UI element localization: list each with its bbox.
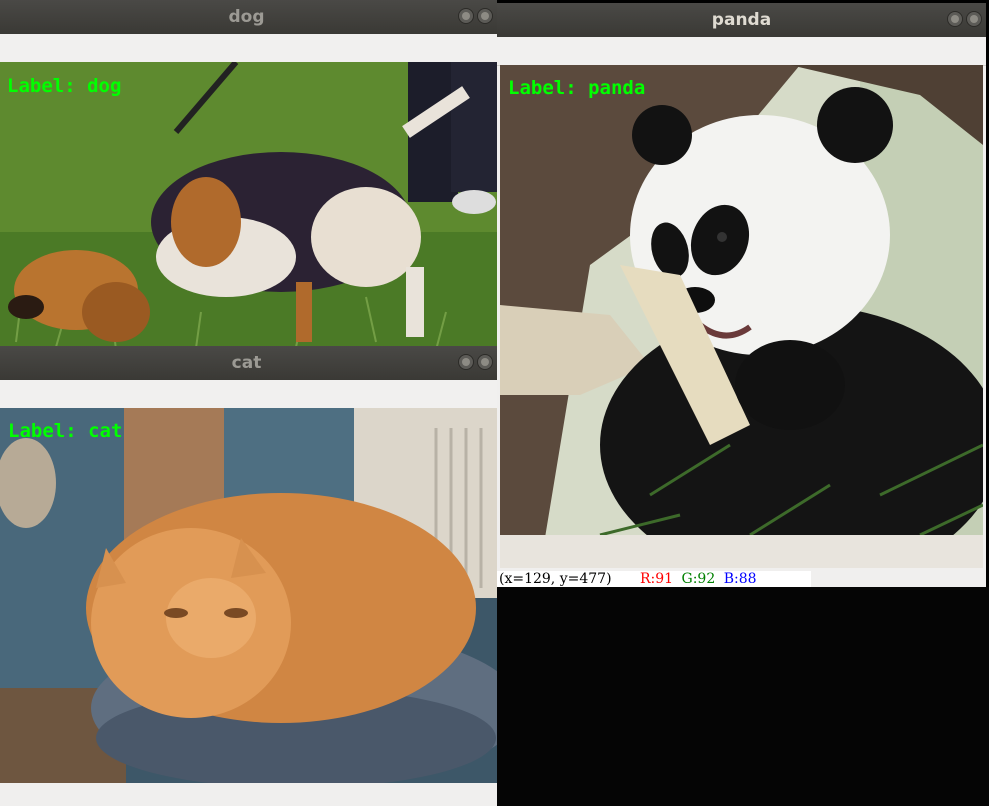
panda-title: panda (711, 10, 772, 30)
pixel-coords: (x=129, y=477) (499, 571, 612, 587)
panda-label: Label: panda (508, 77, 646, 99)
terminal-background[interactable] (497, 587, 989, 806)
pixel-b: B:88 (723, 571, 757, 587)
panda-photo (500, 65, 983, 568)
panda-window: panda Label (497, 3, 986, 587)
pixel-info-statusbar: (x=129, y=477) R:91 G:92 B:88 (497, 571, 811, 587)
panda-titlebar[interactable]: panda (497, 3, 986, 37)
cat-title: cat (231, 353, 262, 373)
dog-photo (0, 62, 497, 350)
dog-window: dog Label: dog (0, 0, 497, 350)
window-close-icon[interactable] (477, 8, 493, 24)
dog-title: dog (228, 7, 265, 27)
cat-photo (0, 408, 497, 783)
window-minimize-icon[interactable] (458, 354, 474, 370)
window-close-icon[interactable] (477, 354, 493, 370)
cat-titlebar[interactable]: cat (0, 346, 497, 380)
pixel-g: G:92 (681, 571, 716, 587)
window-minimize-icon[interactable] (458, 8, 474, 24)
dog-image[interactable]: Label: dog (0, 62, 497, 350)
window-close-icon[interactable] (966, 11, 982, 27)
cat-image[interactable]: Label: cat (0, 408, 497, 783)
pixel-r: R:91 (640, 571, 674, 587)
cat-toolbar (0, 380, 497, 409)
cat-label: Label: cat (8, 420, 123, 442)
cat-window: cat Label: cat (0, 346, 497, 806)
dog-toolbar (0, 34, 497, 63)
panda-image[interactable]: Label: panda (500, 65, 983, 568)
dog-label: Label: dog (7, 75, 122, 97)
window-minimize-icon[interactable] (947, 11, 963, 27)
dog-titlebar[interactable]: dog (0, 0, 497, 34)
panda-toolbar (497, 37, 986, 66)
